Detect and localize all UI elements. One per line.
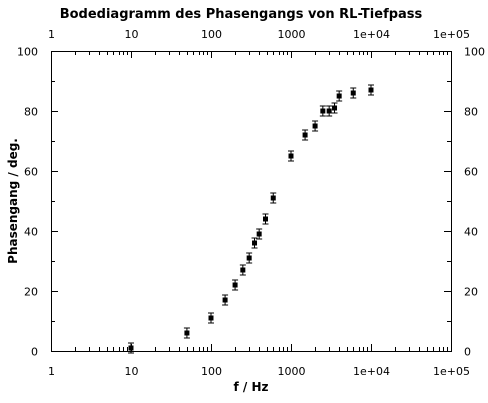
data-point — [208, 312, 214, 324]
data-point — [183, 327, 190, 339]
y-tick-label-left: 20 — [24, 286, 38, 299]
y-tick-label-left: 80 — [24, 106, 38, 119]
x-tick-label-top: 100 — [201, 28, 222, 41]
y-tick-label-right: 60 — [464, 166, 478, 179]
chart-title: Bodediagramm des Phasengangs von RL-Tief… — [60, 7, 423, 22]
data-marker — [288, 153, 294, 159]
y-tick-label-left: 60 — [24, 166, 38, 179]
data-marker — [184, 330, 190, 336]
data-marker — [208, 315, 214, 321]
data-point — [319, 105, 326, 117]
data-point — [256, 228, 263, 240]
data-marker — [368, 87, 374, 93]
data-marker — [128, 345, 134, 351]
data-marker — [350, 90, 356, 96]
data-marker — [302, 132, 308, 138]
plot-frame — [51, 51, 452, 352]
data-marker — [240, 267, 246, 273]
y-axis-title: Phasengang / deg. — [6, 138, 20, 264]
x-tick-label-top: 10 — [125, 28, 139, 41]
data-point — [251, 237, 258, 249]
data-point — [270, 192, 277, 204]
data-marker — [336, 93, 342, 99]
y-tick-label-left: 100 — [17, 46, 38, 59]
y-tick-label-left: 0 — [31, 346, 38, 359]
x-tick-label-bottom: 1e+04 — [353, 365, 390, 378]
x-tick-label-bottom: 1 — [48, 365, 55, 378]
data-marker — [326, 108, 332, 114]
data-point — [128, 342, 134, 354]
ticks-layer: 111010100100100010001e+041e+041e+051e+05… — [17, 28, 485, 378]
data-point — [246, 252, 253, 264]
data-marker — [312, 123, 318, 129]
data-marker — [232, 282, 238, 288]
x-tick-label-bottom: 1000 — [278, 365, 306, 378]
y-tick-label-right: 40 — [464, 226, 478, 239]
data-points-layer — [128, 84, 374, 354]
data-point — [336, 90, 343, 102]
data-marker — [332, 105, 338, 111]
data-marker — [320, 108, 326, 114]
y-tick-label-right: 20 — [464, 286, 478, 299]
data-point — [239, 264, 246, 276]
data-point — [350, 87, 357, 99]
x-tick-label-top: 1 — [48, 28, 55, 41]
x-axis-title: f / Hz — [234, 380, 269, 394]
data-point — [232, 279, 239, 291]
data-marker — [256, 231, 262, 237]
data-point — [326, 105, 333, 117]
data-marker — [262, 216, 268, 222]
data-marker — [222, 297, 228, 303]
data-marker — [252, 240, 258, 246]
x-tick-label-top: 1000 — [278, 28, 306, 41]
data-point — [222, 294, 229, 306]
x-tick-label-bottom: 1e+05 — [433, 365, 470, 378]
x-tick-label-top: 1e+04 — [353, 28, 390, 41]
data-point — [368, 84, 374, 96]
x-tick-label-top: 1e+05 — [433, 28, 470, 41]
data-point — [288, 150, 294, 162]
data-point — [302, 129, 309, 141]
x-tick-label-bottom: 100 — [201, 365, 222, 378]
x-tick-label-bottom: 10 — [125, 365, 139, 378]
y-tick-label-right: 80 — [464, 106, 478, 119]
y-tick-label-right: 100 — [464, 46, 485, 59]
y-tick-label-left: 40 — [24, 226, 38, 239]
data-point — [312, 120, 319, 132]
data-point — [331, 102, 338, 114]
y-tick-label-right: 0 — [464, 346, 471, 359]
data-marker — [246, 255, 252, 261]
data-point — [262, 213, 269, 225]
data-marker — [270, 195, 276, 201]
